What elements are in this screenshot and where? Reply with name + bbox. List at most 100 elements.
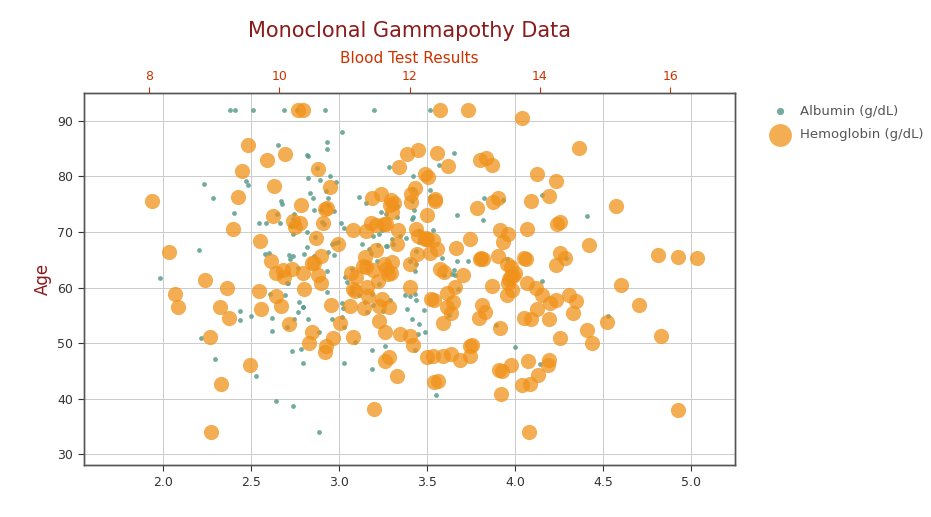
Hemoglobin (g/dL) — [369, 221, 384, 230]
Hemoglobin (g/dL) — [349, 273, 364, 281]
Hemoglobin (g/dL) — [549, 220, 564, 228]
Hemoglobin (g/dL) — [251, 287, 266, 296]
Hemoglobin (g/dL) — [203, 428, 218, 436]
Hemoglobin (g/dL) — [306, 259, 321, 267]
Albumin (g/dL) — [194, 333, 209, 342]
Hemoglobin (g/dL) — [332, 318, 347, 327]
Albumin (g/dL) — [310, 164, 325, 172]
Albumin (g/dL) — [449, 210, 464, 219]
Albumin (g/dL) — [344, 288, 359, 296]
Hemoglobin (g/dL) — [344, 269, 358, 277]
Albumin (g/dL) — [285, 251, 300, 260]
Hemoglobin (g/dL) — [485, 282, 500, 291]
Hemoglobin (g/dL) — [421, 173, 436, 181]
Albumin (g/dL) — [280, 279, 295, 287]
Albumin (g/dL) — [283, 222, 298, 231]
Albumin (g/dL) — [409, 247, 424, 255]
Albumin (g/dL) — [307, 252, 322, 261]
Albumin (g/dL) — [295, 302, 310, 311]
Albumin (g/dL) — [450, 257, 465, 265]
Hemoglobin (g/dL) — [382, 302, 397, 311]
Albumin (g/dL) — [374, 226, 389, 235]
Albumin (g/dL) — [249, 372, 263, 381]
Albumin (g/dL) — [347, 338, 362, 346]
Hemoglobin (g/dL) — [491, 252, 506, 260]
Albumin (g/dL) — [405, 213, 420, 221]
Albumin (g/dL) — [405, 185, 420, 193]
Albumin (g/dL) — [246, 105, 261, 114]
Hemoglobin (g/dL) — [348, 287, 363, 296]
Albumin (g/dL) — [365, 346, 380, 354]
Albumin (g/dL) — [264, 327, 279, 335]
Albumin (g/dL) — [325, 240, 340, 248]
Hemoglobin (g/dL) — [492, 226, 507, 234]
Albumin (g/dL) — [274, 197, 289, 205]
Albumin (g/dL) — [275, 200, 290, 208]
Albumin (g/dL) — [366, 300, 381, 309]
Hemoglobin (g/dL) — [472, 254, 487, 263]
Hemoglobin (g/dL) — [420, 211, 435, 219]
Hemoglobin (g/dL) — [427, 195, 442, 203]
Albumin (g/dL) — [286, 402, 301, 410]
Albumin (g/dL) — [223, 105, 238, 114]
Text: Monoclonal Gammapothy Data: Monoclonal Gammapothy Data — [249, 21, 571, 41]
Hemoglobin (g/dL) — [444, 308, 459, 316]
Albumin (g/dL) — [290, 105, 304, 114]
Hemoglobin (g/dL) — [323, 183, 338, 191]
Albumin (g/dL) — [279, 323, 294, 331]
Albumin (g/dL) — [412, 226, 426, 235]
Albumin (g/dL) — [319, 267, 334, 276]
Hemoglobin (g/dL) — [252, 237, 267, 246]
Albumin (g/dL) — [447, 149, 462, 157]
Albumin (g/dL) — [422, 105, 437, 114]
Albumin (g/dL) — [301, 315, 316, 323]
Hemoglobin (g/dL) — [423, 249, 438, 257]
Hemoglobin (g/dL) — [282, 320, 297, 328]
Albumin (g/dL) — [331, 238, 345, 246]
Hemoglobin (g/dL) — [411, 232, 425, 240]
Hemoglobin (g/dL) — [429, 245, 444, 253]
Hemoglobin (g/dL) — [475, 301, 490, 310]
Hemoglobin (g/dL) — [439, 303, 454, 311]
Hemoglobin (g/dL) — [505, 285, 519, 294]
Hemoglobin (g/dL) — [381, 270, 396, 279]
Hemoglobin (g/dL) — [235, 166, 250, 175]
Hemoglobin (g/dL) — [345, 333, 360, 342]
Hemoglobin (g/dL) — [541, 360, 556, 369]
Albumin (g/dL) — [295, 303, 310, 311]
Albumin (g/dL) — [475, 216, 490, 224]
Albumin (g/dL) — [334, 299, 349, 307]
Albumin (g/dL) — [292, 298, 307, 307]
Hemoglobin (g/dL) — [222, 314, 236, 322]
Albumin (g/dL) — [314, 218, 329, 226]
Albumin (g/dL) — [428, 390, 443, 399]
Hemoglobin (g/dL) — [385, 207, 399, 216]
Hemoglobin (g/dL) — [553, 218, 568, 226]
Albumin (g/dL) — [314, 206, 329, 215]
Hemoglobin (g/dL) — [361, 292, 376, 300]
Albumin (g/dL) — [412, 320, 426, 328]
Albumin (g/dL) — [408, 296, 423, 305]
Hemoglobin (g/dL) — [514, 381, 529, 389]
Hemoglobin (g/dL) — [366, 266, 381, 274]
Hemoglobin (g/dL) — [383, 201, 398, 209]
Hemoglobin (g/dL) — [402, 283, 417, 292]
Albumin (g/dL) — [286, 215, 301, 223]
Albumin (g/dL) — [307, 233, 322, 241]
Hemoglobin (g/dL) — [393, 330, 408, 338]
Hemoglobin (g/dL) — [313, 252, 328, 260]
Hemoglobin (g/dL) — [433, 265, 448, 273]
Albumin (g/dL) — [354, 240, 369, 248]
Hemoglobin (g/dL) — [379, 265, 394, 273]
Hemoglobin (g/dL) — [377, 260, 392, 268]
Hemoglobin (g/dL) — [407, 184, 422, 192]
Hemoglobin (g/dL) — [485, 160, 500, 169]
Hemoglobin (g/dL) — [529, 170, 544, 178]
Hemoglobin (g/dL) — [494, 367, 509, 375]
Albumin (g/dL) — [389, 202, 404, 210]
Albumin (g/dL) — [559, 254, 573, 262]
Hemoglobin (g/dL) — [389, 240, 404, 248]
Hemoglobin (g/dL) — [548, 177, 563, 185]
Albumin (g/dL) — [287, 315, 302, 324]
Hemoglobin (g/dL) — [517, 254, 532, 263]
